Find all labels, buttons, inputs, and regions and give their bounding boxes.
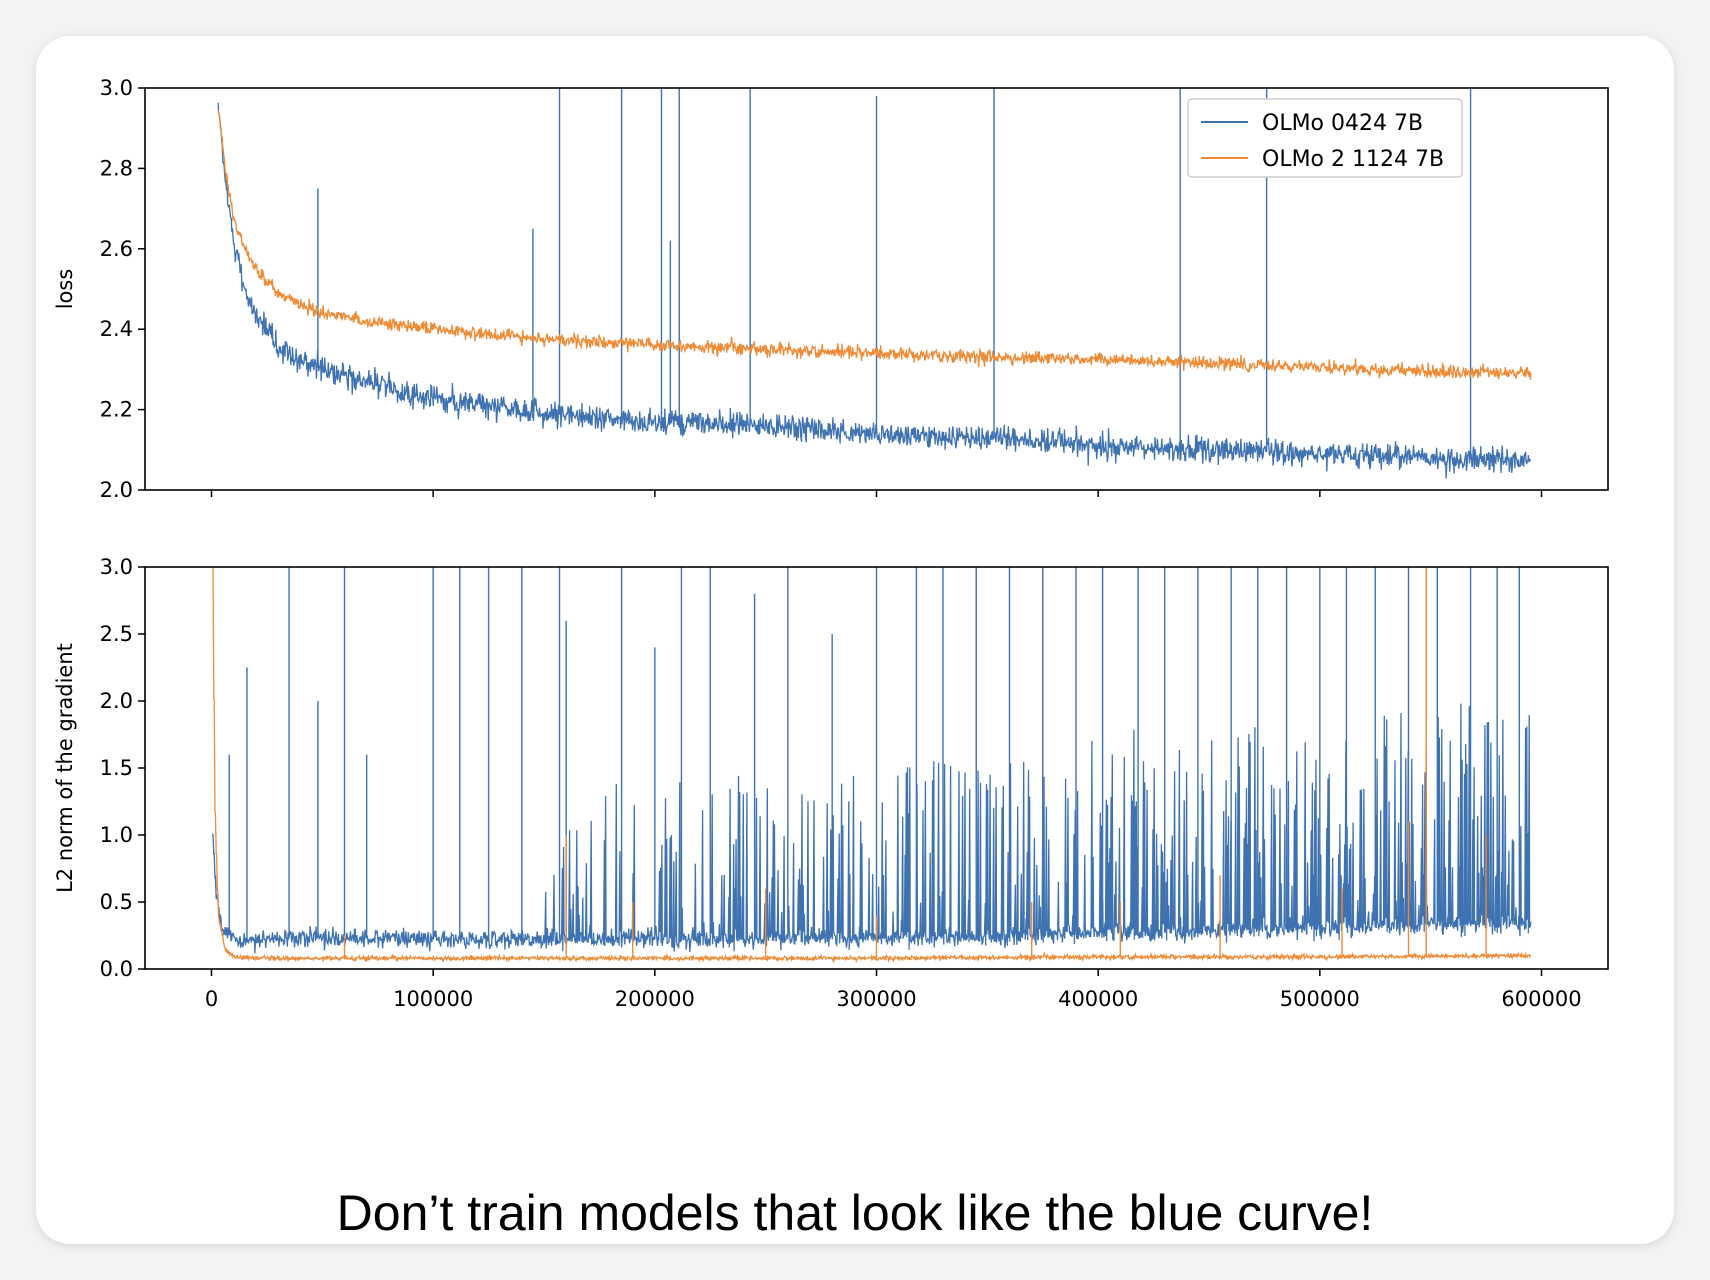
loss-y-axis-label: loss (53, 269, 77, 310)
y-tick-label: 1.5 (100, 756, 133, 780)
slide-caption: Don’t train models that look like the bl… (336, 1185, 1374, 1241)
legend: OLMo 0424 7B OLMo 2 1124 7B (1187, 98, 1463, 178)
legend-label-olmo-2-1124: OLMo 2 1124 7B (1262, 147, 1444, 172)
x-tick-label: 100000 (393, 987, 473, 1011)
y-tick-label: 2.5 (100, 622, 133, 646)
x-tick-label: 0 (205, 987, 218, 1011)
y-tick-label: 2.0 (100, 478, 133, 502)
legend-box (1187, 98, 1463, 178)
y-tick-label: 0.5 (100, 890, 133, 914)
x-tick-label: 300000 (836, 987, 916, 1011)
figure: 2.0 2.2 2.4 2.6 2.8 3.0 loss OLMo 0424 7B OLM… (53, 76, 1609, 1011)
y-tick-label: 2.8 (100, 156, 133, 180)
y-tick-label: 0.0 (100, 957, 133, 981)
series-line-olmo-0424-7b (217, 102, 1532, 479)
loss-panel: 2.0 2.2 2.4 2.6 2.8 3.0 loss OLMo 0424 7B OLM… (53, 76, 1609, 502)
y-tick-label: 2.0 (100, 689, 133, 713)
y-tick-label: 2.2 (100, 398, 133, 422)
gradient-norm-panel: 0.0 0.5 1.0 1.5 2.0 2.5 3.0 0 100000 200000 300000… (53, 555, 1609, 1011)
series-line-olmo-2-1124-7b (212, 566, 1532, 964)
y-tick-label: 3.0 (100, 555, 133, 579)
x-tick-label: 200000 (615, 987, 695, 1011)
slide-card: 2.0 2.2 2.4 2.6 2.8 3.0 loss OLMo 0424 7B OLM… (36, 36, 1674, 1244)
y-tick-label: 3.0 (100, 76, 133, 100)
series-line-olmo-0424-7b (211, 703, 1532, 954)
gradient-axis-layer: 0.0 0.5 1.0 1.5 2.0 2.5 3.0 0 100000 200000 300000… (100, 555, 1582, 1011)
x-tick-label: 600000 (1501, 987, 1581, 1011)
loss-axis-layer: 2.0 2.2 2.4 2.6 2.8 3.0 (100, 76, 1543, 502)
y-tick-label: 2.4 (100, 317, 133, 341)
legend-label-olmo-0424: OLMo 0424 7B (1262, 111, 1423, 136)
x-tick-label: 500000 (1280, 987, 1360, 1011)
x-tick-label: 400000 (1058, 987, 1138, 1011)
gradient-series-layer (211, 566, 1532, 964)
series-line-olmo-2-1124-7b (217, 109, 1532, 380)
y-tick-label: 1.0 (100, 823, 133, 847)
gradient-y-axis-label: L2 norm of the gradient (53, 643, 77, 893)
y-tick-label: 2.6 (100, 237, 133, 261)
